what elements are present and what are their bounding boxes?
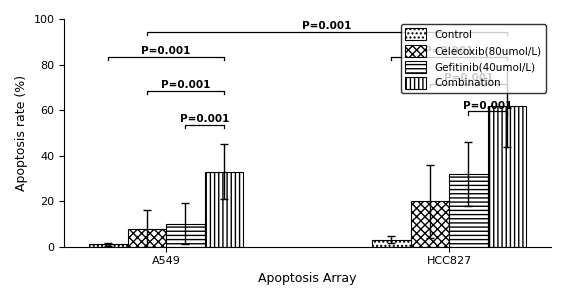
Bar	[411, 201, 449, 247]
Bar	[128, 229, 166, 247]
Text: P=0.001: P=0.001	[302, 21, 351, 31]
Text: P=0.001: P=0.001	[142, 46, 191, 56]
Bar	[205, 172, 243, 247]
Text: P=0.001: P=0.001	[424, 46, 474, 56]
Text: P=0.001: P=0.001	[180, 114, 229, 124]
Bar	[449, 174, 488, 247]
Legend: Control, Celecoxib(80umol/L), Gefitinib(40umol/L), Combination: Control, Celecoxib(80umol/L), Gefitinib(…	[401, 24, 546, 93]
Bar	[488, 106, 526, 247]
Bar	[166, 224, 205, 247]
Text: P=0.001: P=0.001	[444, 74, 493, 83]
Bar	[89, 244, 128, 247]
X-axis label: Apoptosis Array: Apoptosis Array	[259, 272, 357, 285]
Bar	[372, 240, 411, 247]
Y-axis label: Apoptosis rate (%): Apoptosis rate (%)	[15, 75, 28, 191]
Text: P=0.001: P=0.001	[161, 80, 210, 90]
Text: P=0.001: P=0.001	[463, 101, 512, 111]
